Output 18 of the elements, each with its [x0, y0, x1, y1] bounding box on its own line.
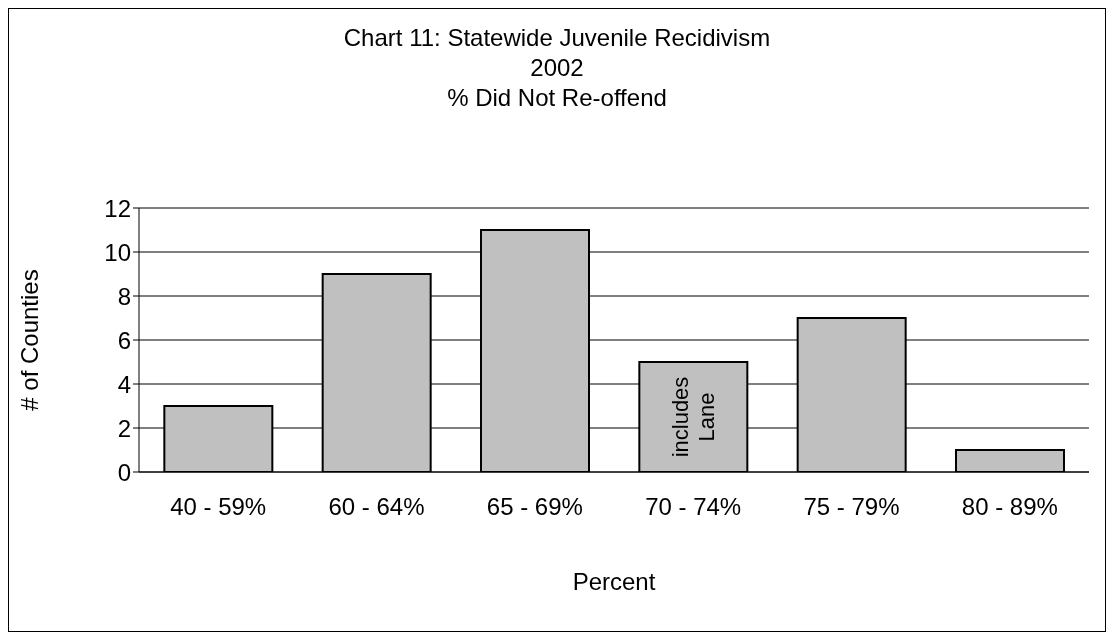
- x-tick-label: 40 - 59%: [170, 493, 267, 521]
- y-tick-label: 12: [104, 194, 131, 222]
- y-tick-label: 8: [117, 282, 131, 310]
- chart-subtitle: 2002 % Did Not Re-offend: [446, 53, 668, 113]
- x-tick-label: 80 - 89%: [961, 493, 1058, 521]
- x-tick-label: 70 - 74%: [645, 493, 742, 521]
- y-tick-label: 2: [117, 414, 131, 442]
- y-tick-label: 10: [104, 238, 131, 266]
- y-tick-label: 4: [117, 370, 131, 398]
- x-tick-label: 65 - 69%: [486, 493, 583, 521]
- annotation: includes Lane: [668, 376, 720, 458]
- chart-title: Chart 11: Statewide Juvenile Recidivism: [342, 23, 772, 53]
- x-tick-label: 60 - 64%: [328, 493, 425, 521]
- x-tick-label: 75 - 79%: [803, 493, 900, 521]
- y-axis-title: # of Counties: [15, 269, 43, 411]
- y-tick-label: 6: [117, 326, 131, 354]
- x-axis-title: Percent: [572, 568, 656, 595]
- y-tick-label: 0: [117, 458, 131, 486]
